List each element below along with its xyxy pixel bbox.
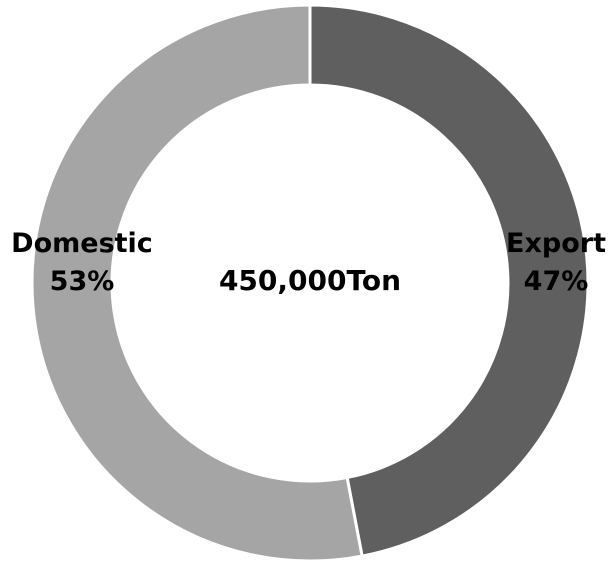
slice-name-export: Export: [506, 228, 606, 259]
center-total-label: 450,000Ton: [219, 264, 401, 297]
slice-value-domestic: 53%: [50, 266, 115, 297]
donut-slice-export: [308, 3, 590, 558]
slice-value-export: 47%: [524, 266, 589, 297]
slice-name-domestic: Domestic: [11, 228, 153, 259]
donut-slices: [30, 3, 590, 563]
donut-slice-domestic: [30, 3, 364, 563]
